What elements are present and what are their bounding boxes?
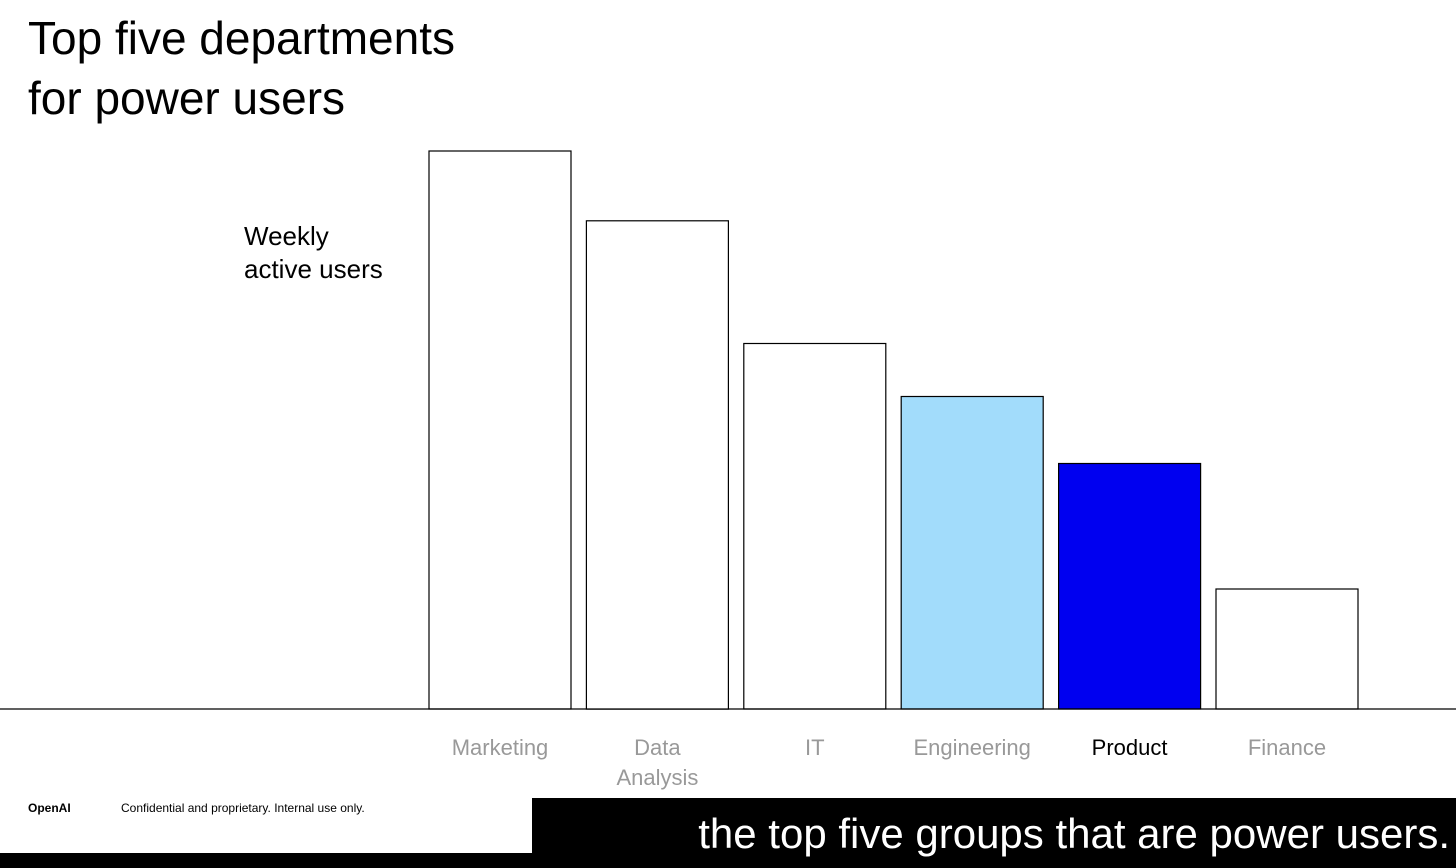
bars [428, 150, 1359, 710]
tick-label-data-analysis-line-2: Analysis [616, 765, 698, 790]
y-axis-label-line-1: Weekly [244, 221, 329, 251]
tick-label-marketing: Marketing [452, 735, 549, 760]
tick-label-data-analysis-line-1: Data [634, 735, 681, 760]
y-axis-label-line-2: active users [244, 254, 383, 284]
x-axis-tick-labels: Marketing Data Analysis IT Engineering Produc… [452, 735, 1326, 790]
footer-brand-logo: OpenAI [28, 801, 71, 815]
bar-it [743, 342, 887, 710]
tick-label-it: IT [805, 735, 825, 760]
bar-data-analysis [585, 220, 730, 710]
bar-engineering [900, 395, 1044, 710]
tick-label-engineering: Engineering [913, 735, 1030, 760]
bar-product [1057, 462, 1202, 710]
chart-title-line-1: Top five departments [28, 12, 456, 64]
tick-label-finance: Finance [1248, 735, 1326, 760]
chart-title: Top five departments for power users [28, 8, 455, 128]
tick-label-product: Product [1092, 735, 1168, 760]
chart-title-line-2: for power users [28, 72, 346, 124]
bar-finance [1215, 588, 1359, 710]
bar-marketing [428, 150, 572, 710]
subtitle-caption-text: the top five groups that are power users… [698, 810, 1450, 857]
bottom-black-strip [0, 853, 532, 868]
subtitle-caption-box: the top five groups that are power users… [532, 798, 1456, 868]
footer-confidential-note: Confidential and proprietary. Internal u… [121, 801, 365, 815]
